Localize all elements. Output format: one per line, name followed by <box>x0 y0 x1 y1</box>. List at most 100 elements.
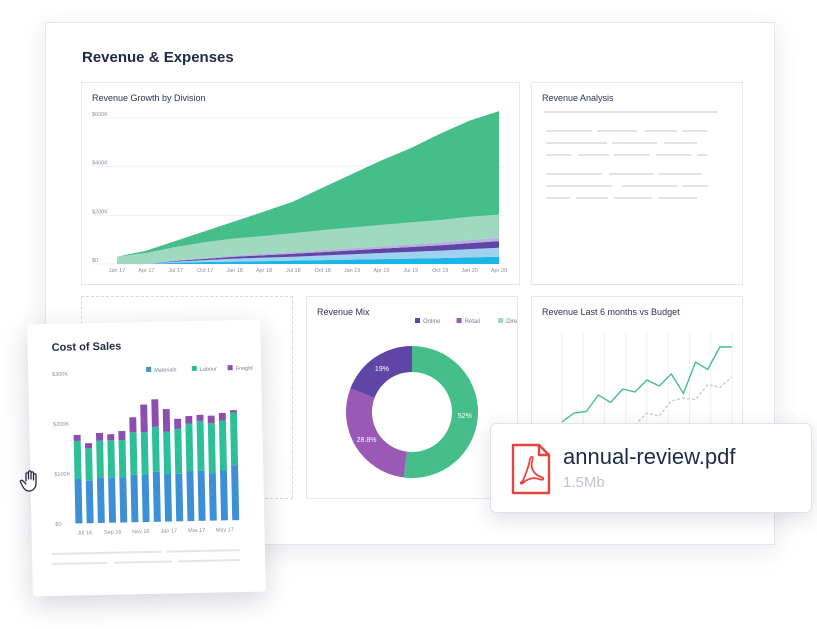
bar-segment-freight <box>95 432 104 441</box>
bar-segment-materials <box>164 473 173 522</box>
x-tick-label: Nov 16 <box>132 529 150 535</box>
donut-slice-retail <box>346 388 407 478</box>
text-placeholder-lines <box>51 549 241 565</box>
revenue-analysis-card[interactable]: Revenue Analysis <box>531 82 743 285</box>
area-series-5 <box>117 111 499 257</box>
legend-swatch <box>456 318 462 323</box>
pdf-file-icon <box>511 443 551 495</box>
bar-segment-labour <box>207 423 216 474</box>
bar-segment-labour <box>196 420 205 471</box>
revenue-budget-title: Revenue Last 6 months vs Budget <box>542 307 680 317</box>
page-title: Revenue & Expenses <box>82 49 234 66</box>
donut-data-label: 52% <box>458 413 472 420</box>
y-tick-label: $400K <box>92 161 108 167</box>
area-series-3 <box>117 237 499 264</box>
x-tick-label: Mar 17 <box>188 528 205 534</box>
bar-segment-freight <box>185 416 193 424</box>
bar-segment-freight <box>140 404 148 433</box>
bar-segment-materials <box>152 471 161 522</box>
bar-segment-freight <box>118 430 126 441</box>
bar-segment-labour <box>174 428 183 474</box>
pdf-filesize: 1.5Mb <box>563 474 605 491</box>
x-tick-label: May 17 <box>216 527 234 533</box>
donut-data-label: 19% <box>375 366 389 373</box>
legend-label: Materials <box>154 367 177 373</box>
cost-of-sales-sheet[interactable]: Cost of Sales Materials Labour Freight $0 $1… <box>27 319 266 597</box>
revenue-growth-card[interactable]: Revenue Growth by Division $0 $200K $400K $… <box>81 82 520 285</box>
revenue-mix-title: Revenue Mix <box>317 307 370 317</box>
bar-segment-freight <box>151 399 159 427</box>
bar-segment-freight <box>218 412 226 421</box>
y-tick-label: $300K <box>52 372 68 378</box>
x-tick-label: Apr 17 <box>138 268 154 274</box>
budget-line <box>634 376 733 426</box>
bar-segment-labour <box>96 440 104 479</box>
placeholder-line <box>114 560 173 564</box>
legend-label: Direct <box>506 319 517 325</box>
placeholder-line <box>166 549 240 553</box>
bar-segment-freight <box>196 414 204 421</box>
legend-label: Labour <box>200 367 217 373</box>
bar-segment-materials <box>74 478 83 524</box>
bar-segment-materials <box>197 470 206 521</box>
bar-segment-labour <box>73 440 82 479</box>
bar-segment-labour <box>229 412 239 466</box>
legend-swatch <box>146 366 152 372</box>
hand-cursor-icon <box>19 470 37 492</box>
revenue-mix-card[interactable]: Revenue Mix Online Retail Direct 52% 28.8% 19… <box>306 296 518 499</box>
x-tick-label: Sep 16 <box>104 530 122 536</box>
bar-segment-freight <box>229 410 237 413</box>
text-placeholder-lines <box>544 111 717 199</box>
area-series-4 <box>117 214 499 264</box>
x-tick-label: Oct 17 <box>197 268 213 274</box>
bar-segment-freight <box>85 443 93 449</box>
pdf-filename: annual-review.pdf <box>563 444 736 469</box>
pdf-attachment-card[interactable]: annual-review.pdf 1.5Mb <box>490 423 812 513</box>
x-tick-label: Jan 20 <box>461 268 478 274</box>
donut-slice-online <box>403 346 478 478</box>
y-tick-label: $0 <box>55 522 61 528</box>
donut-slice-direct <box>350 346 412 398</box>
x-tick-label: Oct 18 <box>315 268 331 274</box>
bar-segment-materials <box>119 477 128 523</box>
revenue-growth-title: Revenue Growth by Division <box>92 93 206 103</box>
bar-segment-materials <box>208 473 217 521</box>
placeholder-line <box>52 561 108 565</box>
legend-swatch <box>227 365 233 371</box>
bar-segment-materials <box>186 471 195 522</box>
bar-segment-freight <box>174 418 182 429</box>
x-tick-label: Jan 17 <box>109 268 126 274</box>
legend-label: Freight <box>236 366 254 372</box>
legend-swatch <box>191 365 197 372</box>
bar-segment-materials <box>175 473 184 522</box>
donut-data-label: 28.8% <box>357 437 377 444</box>
bar-segment-freight <box>73 434 81 442</box>
x-tick-label: Jan 19 <box>344 268 361 274</box>
bar-segment-materials <box>130 474 139 523</box>
x-tick-label: Apr 19 <box>373 268 389 274</box>
x-tick-label: Jul 19 <box>404 268 419 274</box>
x-tick-label: Jan 18 <box>226 268 243 274</box>
bar-segment-labour <box>163 431 172 475</box>
revenue-mix-chart: Online Retail Direct 52% 28.8% 19% <box>346 318 517 478</box>
legend-label: Retail <box>465 319 480 325</box>
bar-segment-freight <box>129 417 137 433</box>
bar-segment-materials <box>220 470 228 521</box>
bar-segment-labour <box>218 420 227 471</box>
cost-legend: Materials Labour Freight <box>146 365 253 374</box>
y-tick-label: $600K <box>92 112 108 118</box>
y-tick-label: $200K <box>92 209 108 215</box>
revenue-line <box>561 346 732 423</box>
bar-segment-labour <box>151 426 160 472</box>
bar-segment-materials <box>141 474 150 523</box>
bar-segment-freight <box>162 409 171 432</box>
x-tick-label: Apr 18 <box>256 268 272 274</box>
x-tick-label: Oct 19 <box>432 268 448 274</box>
y-tick-label: $200K <box>53 422 69 428</box>
x-tick-label: Jul 18 <box>286 268 301 274</box>
legend-swatch <box>415 318 420 323</box>
bar-segment-materials <box>108 477 117 523</box>
bar-segment-materials <box>85 480 94 524</box>
x-tick-label: Jul 16 <box>77 530 92 536</box>
y-tick-label: $0 <box>92 258 98 264</box>
